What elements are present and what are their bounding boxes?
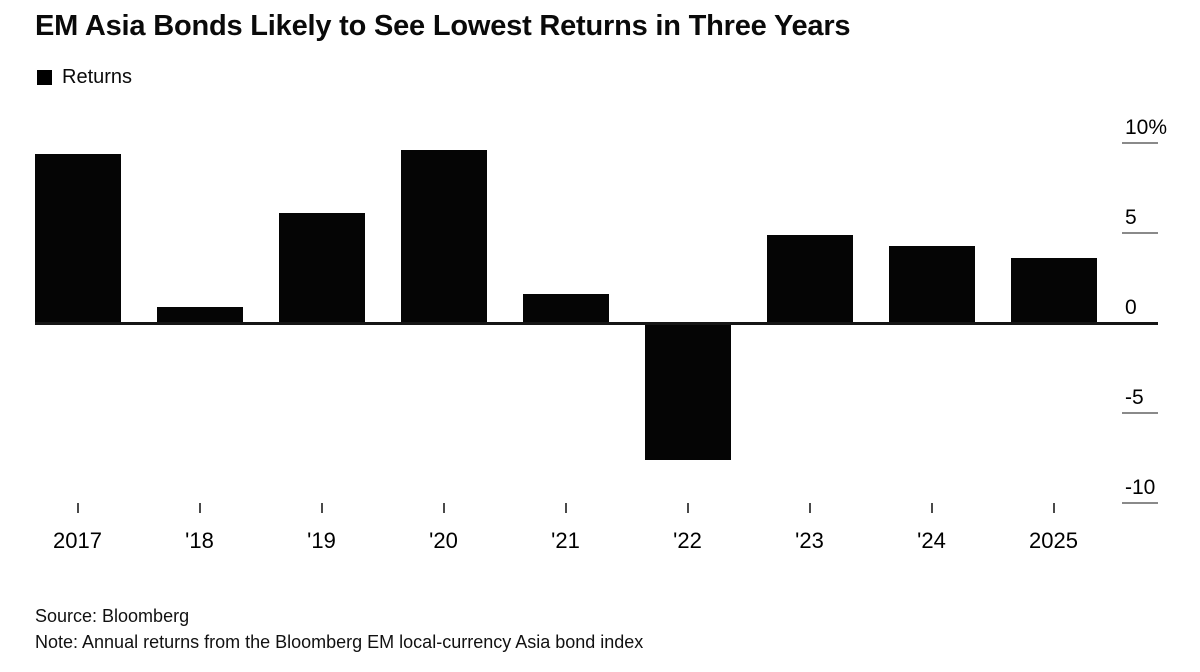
- bar-18: [156, 306, 243, 323]
- x-tick-label: '21: [551, 528, 580, 553]
- x-tick-dash: [442, 503, 445, 513]
- x-tick-dash: [198, 503, 201, 513]
- bar-24: [888, 245, 975, 323]
- x-tick-dash: [76, 503, 79, 513]
- zero-axis-line: [35, 322, 1158, 325]
- note-text: Note: Annual returns from the Bloomberg …: [35, 632, 644, 652]
- chart-title: EM Asia Bonds Likely to See Lowest Retur…: [35, 10, 851, 42]
- chart-footer: Source: Bloomberg Note: Annual returns f…: [35, 603, 643, 655]
- x-tick-dash: [930, 503, 933, 513]
- y-tick-dash: [1122, 142, 1158, 144]
- bar-23: [766, 234, 853, 323]
- x-tick-dash: [564, 503, 567, 513]
- legend-label: Returns: [62, 66, 133, 88]
- y-tick-dash: [1122, 502, 1158, 504]
- legend: Returns: [37, 66, 132, 89]
- y-tick-label: 10%: [1125, 116, 1168, 139]
- y-tick-label: -5: [1125, 386, 1144, 409]
- bar-21: [522, 294, 609, 323]
- x-tick-label: '20: [429, 528, 458, 553]
- x-tick-label: '23: [795, 528, 824, 553]
- bar-2025: [1010, 258, 1097, 323]
- x-tick-label: 2017: [53, 528, 102, 553]
- y-tick-label: 0: [1125, 296, 1137, 319]
- bar-2017: [34, 153, 121, 323]
- x-tick-dash: [320, 503, 323, 513]
- x-tick-label: '18: [185, 528, 214, 553]
- x-tick-label: '19: [307, 528, 336, 553]
- x-tick-label: '24: [917, 528, 946, 553]
- x-tick-label: 2025: [1029, 528, 1078, 553]
- x-tick-dash: [1052, 503, 1055, 513]
- y-tick-label: 5: [1125, 206, 1137, 229]
- y-tick-dash: [1122, 232, 1158, 234]
- x-tick-label: '22: [673, 528, 702, 553]
- y-tick-label: -10: [1125, 476, 1156, 499]
- bar-19: [278, 213, 365, 323]
- bar-20: [400, 150, 487, 323]
- bar-22: [644, 323, 731, 460]
- source-text: Source: Bloomberg: [35, 606, 190, 626]
- y-tick-dash: [1122, 412, 1158, 414]
- x-tick-dash: [808, 503, 811, 513]
- x-tick-dash: [686, 503, 689, 513]
- legend-swatch-icon: [37, 70, 52, 85]
